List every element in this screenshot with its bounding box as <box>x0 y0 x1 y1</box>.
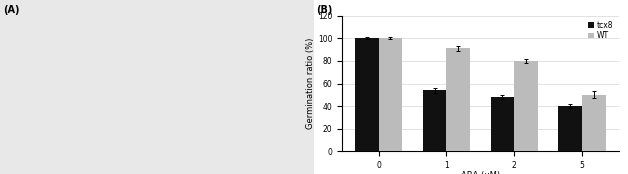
Bar <box>379 38 403 151</box>
Bar <box>490 97 514 151</box>
Bar <box>447 48 470 151</box>
Bar <box>582 95 606 151</box>
Bar <box>514 61 538 151</box>
Legend: tcx8, WT: tcx8, WT <box>587 19 615 42</box>
Bar <box>355 38 379 151</box>
Y-axis label: Germination ratio (%): Germination ratio (%) <box>306 38 315 129</box>
Text: (A): (A) <box>3 5 19 15</box>
Text: (B): (B) <box>316 5 332 15</box>
Bar <box>558 106 582 151</box>
Bar <box>423 90 447 151</box>
X-axis label: ABA (μM): ABA (μM) <box>461 172 500 174</box>
